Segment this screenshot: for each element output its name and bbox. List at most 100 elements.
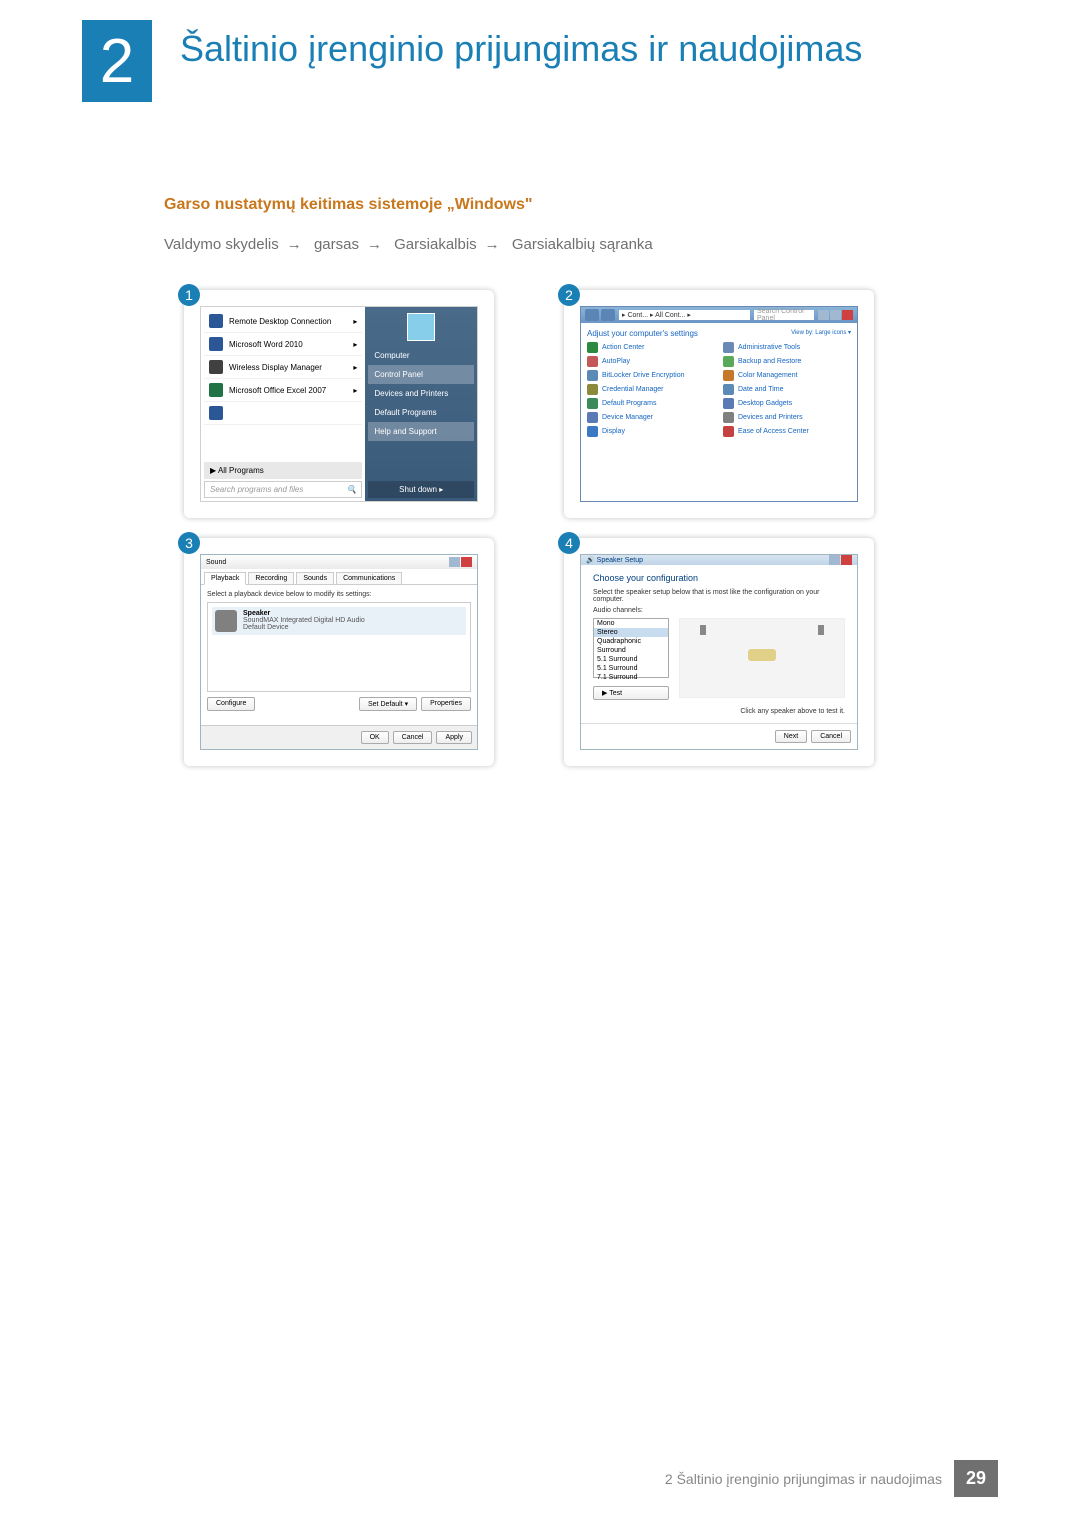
cp-item-icon xyxy=(587,398,598,409)
properties-button[interactable]: Properties xyxy=(421,697,471,711)
control-panel-item[interactable]: Date and Time xyxy=(723,384,851,395)
maximize-button[interactable] xyxy=(830,310,841,320)
tab-recording[interactable]: Recording xyxy=(248,572,294,584)
program-icon xyxy=(209,337,223,351)
cp-search-input[interactable]: Search Control Panel xyxy=(754,310,814,320)
cp-item-icon xyxy=(587,412,598,423)
control-panel-item[interactable]: AutoPlay xyxy=(587,356,715,367)
spk-channels-label: Audio channels: xyxy=(593,607,845,614)
test-button[interactable]: ▶ Test xyxy=(593,686,669,700)
speaker-layout-preview[interactable] xyxy=(679,618,845,698)
sound-dialog: Sound Playback Recording Sounds Communic… xyxy=(200,554,478,750)
control-panel-item[interactable]: Administrative Tools xyxy=(723,342,851,353)
cp-item-icon xyxy=(723,342,734,353)
section-title: Garso nustatymų keitimas sistemoje „Wind… xyxy=(164,196,532,214)
spk-desc: Select the speaker setup below that is m… xyxy=(593,589,845,603)
chapter-number-badge: 2 xyxy=(82,20,152,102)
cancel-button[interactable]: Cancel xyxy=(393,731,433,744)
address-bar[interactable]: ▸ Cont... ▸ All Cont... ▸ xyxy=(619,310,750,320)
cp-item-icon xyxy=(587,426,598,437)
cp-item-icon xyxy=(587,384,598,395)
cp-item-icon xyxy=(723,370,734,381)
control-panel-item[interactable]: Devices and Printers xyxy=(723,412,851,423)
sd-close[interactable] xyxy=(461,557,472,567)
nav-back-button[interactable] xyxy=(585,309,599,321)
sr-devices[interactable]: Devices and Printers xyxy=(368,384,474,403)
control-panel-item[interactable]: Device Manager xyxy=(587,412,715,423)
sound-title: Sound xyxy=(206,559,226,566)
cp-item-icon xyxy=(723,426,734,437)
tab-communications[interactable]: Communications xyxy=(336,572,402,584)
control-panel-item[interactable]: Action Center xyxy=(587,342,715,353)
channel-option[interactable]: 7.1 Surround xyxy=(594,673,668,682)
speaker-setup-dialog: 🔊 Speaker Setup Choose your configuratio… xyxy=(580,554,858,750)
tab-playback[interactable]: Playback xyxy=(204,572,246,585)
control-panel-item[interactable]: Color Management xyxy=(723,370,851,381)
sd-min[interactable] xyxy=(449,557,460,567)
program-icon xyxy=(209,314,223,328)
start-program-item[interactable]: Microsoft Word 2010▸ xyxy=(204,333,362,356)
cp-item-icon xyxy=(723,398,734,409)
step-badge-4: 4 xyxy=(558,532,580,554)
sr-default-programs[interactable]: Default Programs xyxy=(368,403,474,422)
control-panel-item[interactable]: Backup and Restore xyxy=(723,356,851,367)
spk-cancel-button[interactable]: Cancel xyxy=(811,730,851,743)
windows-start-menu: Remote Desktop Connection▸Microsoft Word… xyxy=(200,306,478,502)
channel-option[interactable]: Quadraphonic xyxy=(594,637,668,646)
footer-text: 2 Šaltinio įrenginio prijungimas ir naud… xyxy=(665,1471,942,1487)
control-panel-item[interactable]: Default Programs xyxy=(587,398,715,409)
start-search-input[interactable]: Search programs and files🔍 xyxy=(204,481,362,498)
cp-viewby[interactable]: View by: Large icons ▾ xyxy=(791,329,851,338)
apply-button[interactable]: Apply xyxy=(436,731,472,744)
shutdown-button[interactable]: Shut down ▸ xyxy=(368,481,474,498)
speaker-icon xyxy=(215,610,237,632)
step-badge-2: 2 xyxy=(558,284,580,306)
breadcrumb: Valdymo skydelis→ garsas→ Garsiakalbis→ … xyxy=(164,236,653,253)
device-speaker[interactable]: Speaker SoundMAX Integrated Digital HD A… xyxy=(212,607,466,635)
page-title: Šaltinio įrenginio prijungimas ir naudoj… xyxy=(180,28,862,70)
channel-option[interactable]: Stereo xyxy=(594,628,668,637)
cp-item-icon xyxy=(723,356,734,367)
control-panel-item[interactable]: Credential Manager xyxy=(587,384,715,395)
spk-min[interactable] xyxy=(829,555,840,565)
sd-desc: Select a playback device below to modify… xyxy=(207,591,471,598)
minimize-button[interactable] xyxy=(818,310,829,320)
channel-option[interactable]: 5.1 Surround xyxy=(594,655,668,664)
control-panel-item[interactable]: Display xyxy=(587,426,715,437)
cp-item-icon xyxy=(587,356,598,367)
step4-panel: 4 🔊 Speaker Setup Choose your configurat… xyxy=(564,538,874,766)
set-default-button[interactable]: Set Default ▾ xyxy=(359,697,417,711)
tab-sounds[interactable]: Sounds xyxy=(296,572,334,584)
all-programs[interactable]: ▶ All Programs xyxy=(204,462,362,479)
playback-device-list[interactable]: Speaker SoundMAX Integrated Digital HD A… xyxy=(207,602,471,692)
nav-fwd-button[interactable] xyxy=(601,309,615,321)
start-program-item[interactable]: Wireless Display Manager▸ xyxy=(204,356,362,379)
audio-channels-list[interactable]: MonoStereoQuadraphonicSurround5.1 Surrou… xyxy=(593,618,669,678)
spk-close[interactable] xyxy=(841,555,852,565)
start-program-item[interactable]: Remote Desktop Connection▸ xyxy=(204,310,362,333)
channel-option[interactable]: Surround xyxy=(594,646,668,655)
control-panel-window: ▸ Cont... ▸ All Cont... ▸ Search Control… xyxy=(580,306,858,502)
channel-option[interactable]: 5.1 Surround xyxy=(594,664,668,673)
spk-hint: Click any speaker above to test it. xyxy=(593,708,845,715)
ok-button[interactable]: OK xyxy=(361,731,389,744)
control-panel-item[interactable]: BitLocker Drive Encryption xyxy=(587,370,715,381)
cp-item-icon xyxy=(587,370,598,381)
sound-tabs: Playback Recording Sounds Communications xyxy=(201,569,477,585)
sr-control-panel[interactable]: Control Panel xyxy=(368,365,474,384)
spk-title: 🔊 Speaker Setup xyxy=(586,556,643,564)
channel-option[interactable]: Mono xyxy=(594,619,668,628)
sr-computer[interactable]: Computer xyxy=(368,346,474,365)
next-button[interactable]: Next xyxy=(775,730,807,743)
cp-item-icon xyxy=(723,412,734,423)
configure-button[interactable]: Configure xyxy=(207,697,255,711)
start-program-item[interactable]: Microsoft Office Excel 2007▸ xyxy=(204,379,362,402)
user-avatar xyxy=(407,313,435,341)
step1-panel: 1 Remote Desktop Connection▸Microsoft Wo… xyxy=(184,290,494,518)
control-panel-item[interactable]: Ease of Access Center xyxy=(723,426,851,437)
sr-help[interactable]: Help and Support xyxy=(368,422,474,441)
step2-panel: 2 ▸ Cont... ▸ All Cont... ▸ Search Contr… xyxy=(564,290,874,518)
control-panel-item[interactable]: Desktop Gadgets xyxy=(723,398,851,409)
close-button[interactable] xyxy=(842,310,853,320)
cp-heading: Adjust your computer's settings xyxy=(587,329,698,338)
